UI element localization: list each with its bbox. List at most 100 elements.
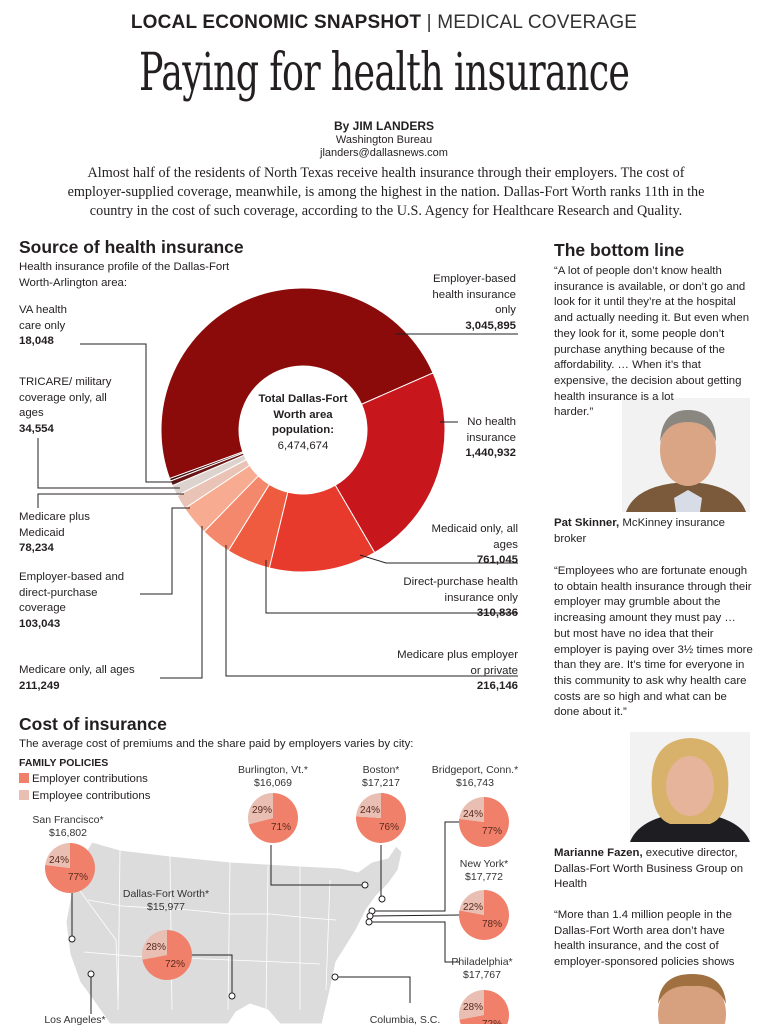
pie-slice-employer <box>248 793 298 843</box>
label-medicare-only: Medicare only, all ages 211,249 <box>19 663 169 694</box>
pie-label-employee: 22% <box>463 902 483 913</box>
pie-label-employer: 78% <box>482 919 502 930</box>
pie-slice-employee <box>45 843 70 868</box>
city-cost: $16,802 <box>49 827 87 839</box>
slice-label: Direct-purchase health insurance only <box>403 576 518 604</box>
cost-subtitle: The average cost of premiums and the sha… <box>19 738 414 750</box>
slice-value: 3,045,895 <box>465 319 516 332</box>
label-employer-based: Employer-based health insurance only 3,04… <box>420 272 516 334</box>
label-employer-direct: Employer-based and direct-purchase cover… <box>19 570 141 632</box>
pie-slice-employee <box>458 990 484 1020</box>
center-value: 6,474,674 <box>277 439 329 452</box>
donut-slice <box>160 287 434 480</box>
leader-medicare-employer <box>225 545 518 677</box>
label-medicare-medicaid: Medicare plus Medicaid 78,234 <box>19 510 109 557</box>
donut-slice <box>334 372 446 554</box>
sidebar-title: The bottom line <box>554 240 685 260</box>
leader-direct <box>265 560 518 614</box>
quote-3: “More than 1.4 million people in the Dal… <box>554 908 754 1032</box>
city-label-san-francisco: San Francisco* $16,802 <box>23 814 113 840</box>
source-title: Source of health insurance <box>19 237 244 257</box>
photo-marianne-fazen <box>630 732 750 842</box>
attrib-1-role: McKinney insurance broker <box>554 517 725 545</box>
source-subtitle: Health insurance profile of the Dallas-F… <box>19 261 230 289</box>
city-cost: $15,977 <box>147 901 185 913</box>
city-label-new-york: New York* $17,772 <box>444 858 524 884</box>
pie-slice-employer <box>458 890 509 941</box>
pie-slice-employer <box>356 793 407 843</box>
employee-swatch <box>19 790 29 800</box>
bureau: Washington Bureau <box>335 134 433 146</box>
leader-employer-direct <box>140 507 190 595</box>
pie-label-employer: 77% <box>68 872 88 883</box>
attrib-2-role: executive director, Dallas-Fort Worth Bu… <box>554 847 744 891</box>
pie-label-employee: 24% <box>49 855 69 866</box>
slice-value: 103,043 <box>19 617 61 630</box>
legend-title: FAMILY POLICIES <box>19 757 109 769</box>
slice-label: Medicaid only, all ages <box>431 523 518 551</box>
city-label-los-angeles: Los Angeles* <box>44 1014 106 1026</box>
label-va: VA health care only 18,048 <box>19 303 89 350</box>
slice-value: 78,234 <box>19 542 54 554</box>
label-medicare-employer: Medicare plus employer or private 216,146 <box>390 648 518 695</box>
slice-value: 211,249 <box>19 679 60 692</box>
city-name: Dallas-Fort Worth* <box>122 888 210 900</box>
cost-title: Cost of insurance <box>19 714 167 734</box>
pie-slice-employee <box>459 890 484 915</box>
photo-pat-skinner <box>622 398 750 512</box>
city-cost: $16,069 <box>254 777 292 789</box>
pie-slice-employee <box>459 797 484 822</box>
label-no-insurance: No health insurance 1,440,932 <box>448 415 516 462</box>
leader-tricare <box>37 438 180 489</box>
legend-employee: Employee contributions <box>19 789 150 805</box>
state-borders <box>71 849 337 1011</box>
pie-slice-employee <box>248 793 273 825</box>
portrait-icon <box>630 738 750 842</box>
slice-label: Medicare only, all ages <box>19 664 135 676</box>
leader-va <box>80 343 178 483</box>
intro-paragraph: Almost half of the residents of North Te… <box>67 165 705 219</box>
city-label-boston: Boston* $17,217 <box>346 764 416 790</box>
slice-value: 216,146 <box>476 680 518 692</box>
pie-slice-employer <box>458 797 509 848</box>
city-name: Philadelphia* <box>451 956 513 968</box>
legend-employer: Employer contributions <box>19 772 148 788</box>
pie-label-employer: 72% <box>165 959 185 970</box>
leader-medicaid <box>359 554 518 564</box>
photo-third-speaker <box>652 974 732 1024</box>
kicker: LOCAL ECONOMIC SNAPSHOT | MEDICAL COVERA… <box>0 12 768 34</box>
byline: By JIM LANDERS Washington Bureau jlander… <box>0 120 768 160</box>
attrib-2-name: Marianne Fazen, <box>554 847 643 859</box>
slice-value: 34,554 <box>19 422 54 435</box>
author-email[interactable]: jlanders@dallasnews.com <box>320 147 448 159</box>
headline: Paying for health insurance <box>0 40 768 106</box>
slice-value: 1,440,932 <box>465 447 516 459</box>
donut-slices <box>160 287 446 573</box>
pie-label-employee: 24% <box>463 809 483 820</box>
slice-label: VA health care only <box>19 304 67 332</box>
pie-slice-employee <box>142 930 167 960</box>
city-name: Boston* <box>362 764 400 776</box>
city-name: San Francisco* <box>32 814 104 826</box>
slice-label: Medicare plus Medicaid <box>19 511 90 539</box>
kicker-label: LOCAL ECONOMIC SNAPSHOT <box>130 12 422 33</box>
attribution-2: Marianne Fazen, executive director, Dall… <box>554 846 754 893</box>
pie-slice-employer <box>44 843 95 894</box>
pie-label-employee: 28% <box>463 1002 483 1013</box>
portrait-icon <box>658 974 726 1024</box>
legend-label: Employee contributions <box>32 790 151 802</box>
center-label: Total Dallas-Fort Worth area population: <box>258 393 348 436</box>
pie-label-employer: 76% <box>379 822 399 833</box>
quote-3-text: “More than 1.4 million people in the Dal… <box>554 909 735 969</box>
section-label: MEDICAL COVERAGE <box>437 12 638 33</box>
leader-medicare-medicaid <box>37 493 184 508</box>
author: By JIM LANDERS <box>333 119 434 133</box>
slice-label: Employer-based health insurance only <box>432 273 516 316</box>
city-label-columbia: Columbia, S.C. <box>369 1014 441 1026</box>
slice-label: Medicare plus employer or private <box>397 649 518 677</box>
kicker-separator: | <box>426 12 432 33</box>
employer-swatch <box>19 773 29 783</box>
donut-center: Total Dallas-Fort Worth area population:… <box>247 392 359 454</box>
us-map <box>65 841 403 1024</box>
